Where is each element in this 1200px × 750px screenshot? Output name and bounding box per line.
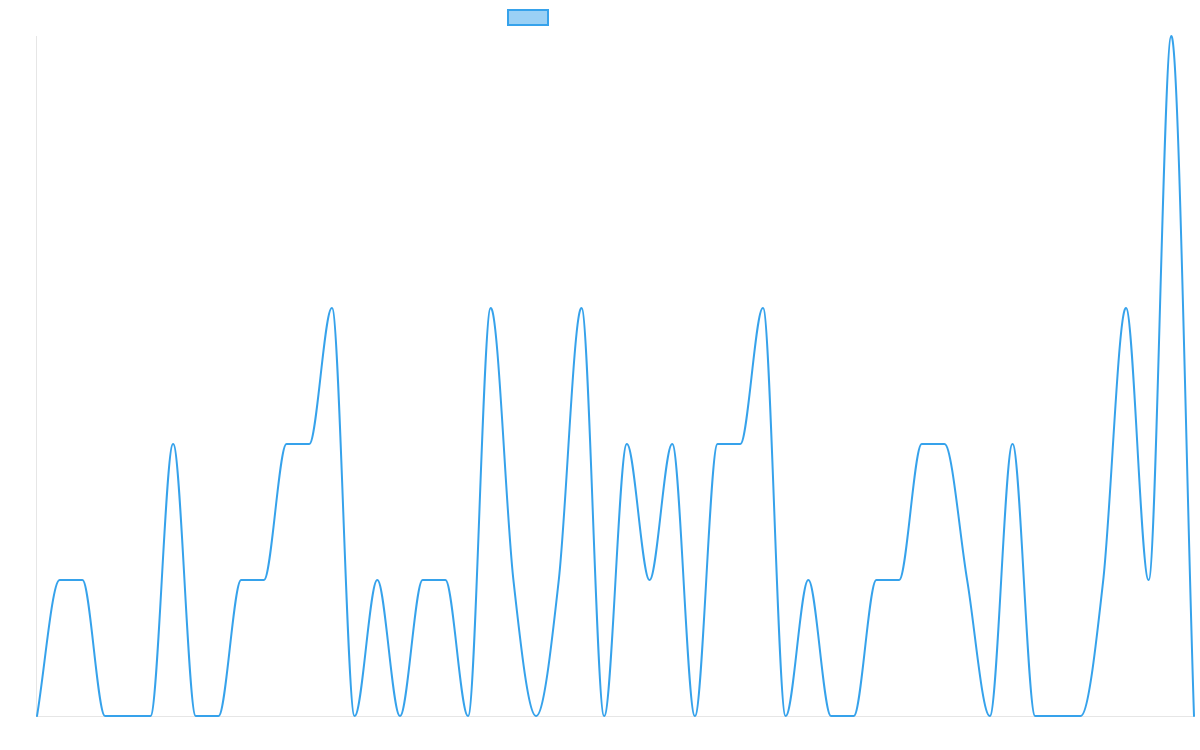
- legend: [507, 9, 549, 26]
- series-line-0: [36, 35, 1195, 717]
- legend-swatch[interactable]: [507, 9, 549, 26]
- series-group: [36, 35, 1195, 717]
